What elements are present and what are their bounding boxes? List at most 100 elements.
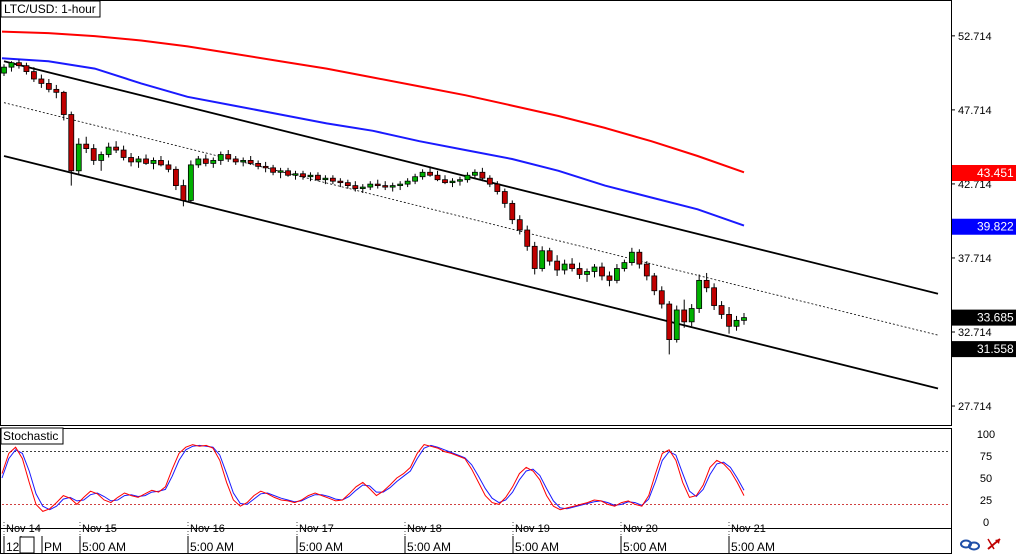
- candle-body: [300, 173, 306, 178]
- candle-body: [673, 309, 680, 340]
- candle-body: [479, 171, 486, 179]
- candle-body: [53, 88, 60, 93]
- candle-body: [457, 179, 463, 182]
- candle-body: [210, 160, 217, 164]
- stochastic-tick-label: 0: [983, 517, 989, 529]
- price-tag: [952, 218, 1016, 235]
- date-label: Nov 14: [6, 523, 41, 535]
- stochastic-tick-label: 100: [977, 429, 995, 441]
- price-tag-label: 31.558: [977, 342, 1014, 356]
- channel-lower-line: [3, 155, 939, 390]
- candle-body: [38, 78, 45, 84]
- candle-body: [576, 268, 583, 275]
- candle-body: [105, 146, 112, 155]
- candle-body: [486, 177, 493, 185]
- candle-body: [741, 317, 747, 321]
- candle-body: [412, 176, 419, 182]
- time-label: 5:00 AM: [731, 540, 775, 554]
- time-scroll-box: [19, 536, 35, 554]
- arrow-indicator-icon[interactable]: [987, 538, 1001, 550]
- candle-body: [202, 158, 209, 164]
- candle-body: [270, 167, 276, 173]
- date-label: Nov 17: [299, 523, 334, 535]
- candle-body: [232, 158, 239, 163]
- candle-body: [696, 279, 703, 309]
- candle-body: [442, 179, 448, 184]
- candle-body: [329, 177, 336, 182]
- candle-body: [681, 309, 688, 323]
- stochastic-label-box: [0, 427, 64, 445]
- price-tag: [952, 309, 1016, 326]
- candle-body: [546, 250, 553, 262]
- channel-middle-line: [3, 102, 939, 336]
- price-tick-label: 52.714: [958, 31, 992, 43]
- candle-body: [277, 170, 284, 173]
- candle-body: [703, 279, 710, 289]
- candle-body: [352, 185, 359, 189]
- candle-body: [688, 308, 695, 323]
- candle-body: [307, 174, 314, 178]
- candle-body: [561, 263, 568, 271]
- channel-upper-line: [3, 60, 939, 295]
- date-label: Nov 16: [190, 523, 225, 535]
- candle-body: [382, 185, 389, 188]
- candle-body: [240, 160, 247, 163]
- date-label: Nov 20: [623, 523, 658, 535]
- candle-body: [509, 202, 516, 221]
- candle-body: [285, 170, 291, 176]
- candle-body: [337, 180, 344, 184]
- candle-body: [8, 62, 15, 68]
- time-label: 5:00 AM: [515, 540, 559, 554]
- candle-body: [75, 143, 82, 172]
- stochastic-tick-label: 25: [980, 495, 992, 507]
- time-label: 5:00 AM: [82, 540, 126, 554]
- candle-body: [128, 157, 134, 163]
- candle-body: [733, 319, 740, 327]
- stochastic-tick-label: 50: [980, 473, 992, 485]
- candle-body: [397, 183, 404, 187]
- candle-body: [494, 183, 501, 192]
- link-icon[interactable]: [960, 539, 980, 551]
- candle-body: [120, 149, 127, 158]
- candle-body: [113, 146, 120, 151]
- candle-body: [322, 177, 329, 181]
- candle-body: [143, 158, 149, 164]
- candle-body: [217, 154, 224, 161]
- candle-body: [621, 262, 628, 269]
- candle-body: [30, 71, 37, 80]
- candle-body: [434, 174, 441, 181]
- stochastic-k-line: [1, 444, 745, 512]
- time-axis: [0, 528, 952, 554]
- candle-body: [359, 186, 366, 189]
- candle-body: [389, 185, 396, 188]
- chart-title: LTC/USD: 1-hour: [4, 2, 96, 16]
- candle-body: [16, 62, 22, 67]
- price-tick-label: 27.714: [958, 401, 992, 413]
- price-panel: [0, 0, 952, 426]
- price-tag-label: 43.451: [977, 166, 1014, 180]
- candle-body: [187, 164, 194, 201]
- candle-body: [501, 191, 508, 204]
- candle-body: [173, 168, 179, 187]
- candle-body: [404, 180, 411, 185]
- price-tick-label: 32.714: [958, 327, 992, 339]
- candle-body: [83, 143, 90, 149]
- price-tag: [952, 165, 1016, 182]
- candle-body: [315, 174, 321, 181]
- date-label: Nov 19: [515, 523, 550, 535]
- candle-body: [651, 275, 658, 292]
- stochastic-d-line: [1, 444, 745, 511]
- candle-body: [464, 174, 471, 181]
- moving-average-red: [1, 30, 745, 174]
- candle-body: [666, 303, 673, 341]
- candle-body: [135, 158, 142, 163]
- candle-body: [584, 271, 590, 275]
- candle-body: [726, 314, 732, 327]
- candle-body: [614, 268, 620, 281]
- candle-body: [195, 158, 202, 166]
- time-label: PM: [44, 540, 62, 554]
- stochastic-tick-label: 75: [980, 451, 992, 463]
- candle-body: [569, 263, 575, 269]
- candle-body: [165, 164, 172, 170]
